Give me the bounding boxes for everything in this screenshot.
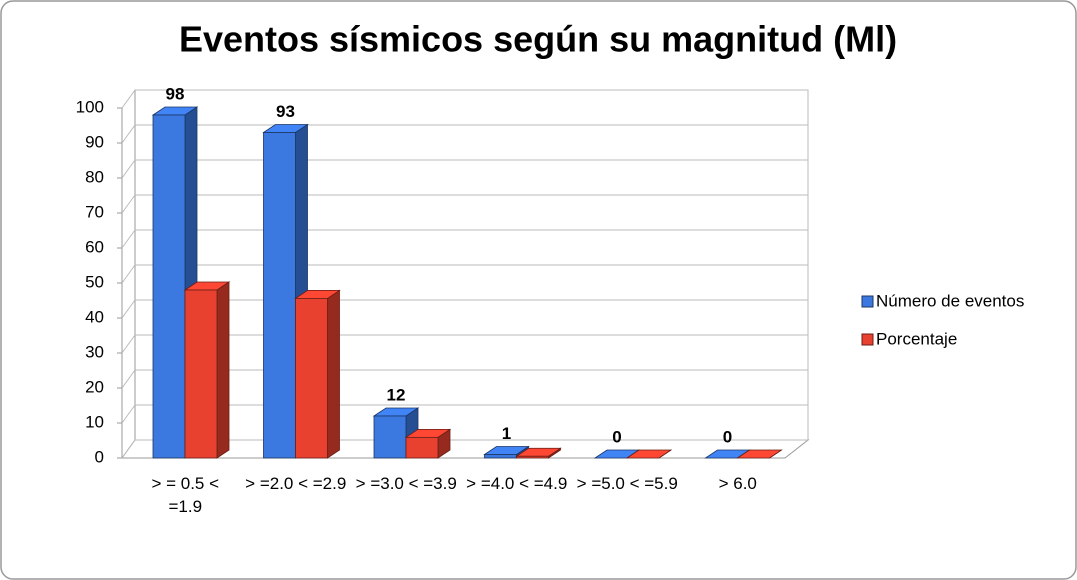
- y-tick-label: 30: [85, 342, 104, 361]
- y-tick-label: 10: [85, 412, 104, 431]
- x-tick-label: > =4.0 < =4.9: [466, 474, 568, 493]
- bar: [484, 454, 517, 459]
- y-tick-label: 60: [85, 237, 104, 256]
- legend-swatch: [861, 295, 874, 308]
- y-tick-label: 80: [85, 167, 104, 186]
- bar-top: [625, 449, 673, 459]
- y-tick-label: 50: [85, 272, 104, 291]
- x-tick-label: > =5.0 < =5.9: [576, 474, 678, 493]
- data-label: 1: [502, 424, 511, 443]
- grid-line: [121, 264, 136, 284]
- bar-top: [736, 449, 783, 459]
- bar-side: [216, 281, 230, 459]
- grid-line: [121, 334, 136, 354]
- data-label: 0: [723, 427, 732, 446]
- grid-line: [121, 439, 136, 459]
- legend-swatch: [861, 333, 874, 346]
- grid-line: [121, 299, 136, 319]
- bar: [184, 289, 218, 459]
- y-tick-label: 0: [95, 447, 104, 466]
- bar: [405, 436, 439, 459]
- x-tick-label: > = 0.5 < =1.9: [151, 474, 220, 516]
- y-tick-label: 20: [85, 377, 104, 396]
- grid-line: [121, 404, 136, 424]
- data-label: 0: [612, 427, 621, 446]
- data-label: 98: [166, 84, 185, 103]
- grid-line: [121, 194, 136, 214]
- chart-title: Eventos sísmicos según su magnitud (Ml): [179, 19, 897, 60]
- y-tick-label: 40: [85, 307, 104, 326]
- x-tick-label: > =3.0 < =3.9: [355, 474, 457, 493]
- grid-line: [121, 229, 136, 249]
- bar: [295, 297, 328, 459]
- bar: [373, 415, 407, 459]
- x-tick-label: > =2.0 < =2.9: [245, 474, 347, 493]
- y-tick-label: 70: [85, 202, 104, 221]
- bar: [516, 455, 549, 459]
- bar-side: [327, 289, 340, 459]
- y-tick-label: 100: [76, 97, 104, 116]
- bar: [152, 114, 186, 459]
- data-label: 12: [387, 385, 406, 404]
- data-label: 93: [276, 102, 295, 121]
- grid-line: [121, 369, 136, 389]
- y-tick-label: 90: [85, 132, 104, 151]
- grid-line: [121, 89, 136, 109]
- grid-line: [121, 159, 136, 179]
- legend-label: Porcentaje: [876, 329, 957, 348]
- grid-line: [121, 124, 136, 144]
- legend-label: Número de eventos: [876, 291, 1024, 310]
- bar: [263, 132, 296, 459]
- x-tick-label: > 6.0: [718, 474, 757, 493]
